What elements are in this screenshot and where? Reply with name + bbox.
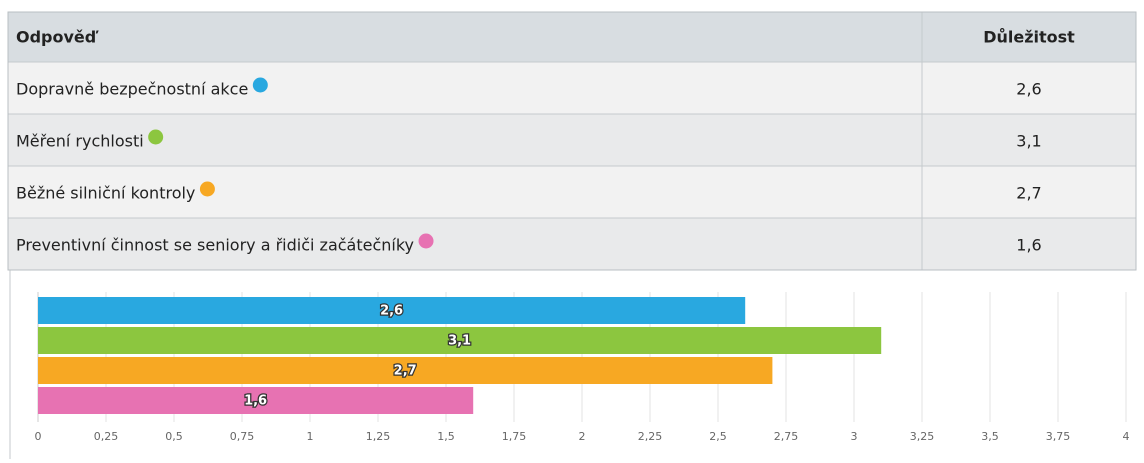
value-label: 1,6	[244, 394, 267, 409]
importance-text: 1,6	[1016, 236, 1041, 255]
x-tick-label: 1,5	[437, 430, 455, 443]
row-bg	[7, 113, 1137, 167]
answer-text: Dopravně bezpečnostní akce	[16, 80, 248, 99]
x-tick-label: 2,25	[638, 430, 663, 443]
color-dot	[418, 233, 434, 249]
x-tick-label: 0,75	[230, 430, 255, 443]
bar	[38, 357, 773, 384]
value-label: 2,6	[380, 304, 403, 319]
answer-text: Běžné silniční kontroly	[16, 184, 195, 203]
color-dot	[252, 77, 268, 93]
importance-text: 2,7	[1016, 184, 1041, 203]
x-tick-label: 3,5	[981, 430, 999, 443]
answer-text: Preventivní činnost se seniory a řidiči …	[16, 236, 414, 255]
table-border	[7, 11, 1137, 271]
bar	[38, 387, 474, 414]
x-tick-label: 3,25	[910, 430, 935, 443]
x-tick-label: 3,75	[1046, 430, 1071, 443]
x-tick-label: 0,25	[94, 430, 119, 443]
row-bg	[7, 165, 1137, 219]
x-tick-label: 1	[307, 430, 314, 443]
header-importance: Důležitost	[983, 28, 1075, 47]
header-bg	[8, 12, 1136, 62]
x-tick-label: 1,25	[366, 430, 391, 443]
x-tick-label: 1,75	[502, 430, 527, 443]
importance-text: 3,1	[1016, 132, 1041, 151]
color-dot	[148, 129, 164, 145]
x-tick-label: 2,75	[774, 430, 799, 443]
answer-text: Měření rychlosti	[16, 132, 144, 151]
bar	[38, 327, 882, 354]
value-label: 2,7	[394, 364, 417, 379]
x-tick-label: 2	[579, 430, 586, 443]
x-tick-label: 0,5	[165, 430, 183, 443]
value-label: 3,1	[448, 334, 471, 349]
x-tick-label: 3	[851, 430, 858, 443]
x-tick-label: 2,5	[709, 430, 727, 443]
header-answer: Odpověď	[16, 28, 99, 47]
importance-text: 2,6	[1016, 80, 1041, 99]
x-tick-label: 0	[35, 430, 42, 443]
color-dot	[199, 181, 215, 197]
bar	[38, 297, 746, 324]
x-tick-label: 4	[1123, 430, 1130, 443]
row-bg	[7, 217, 1137, 271]
